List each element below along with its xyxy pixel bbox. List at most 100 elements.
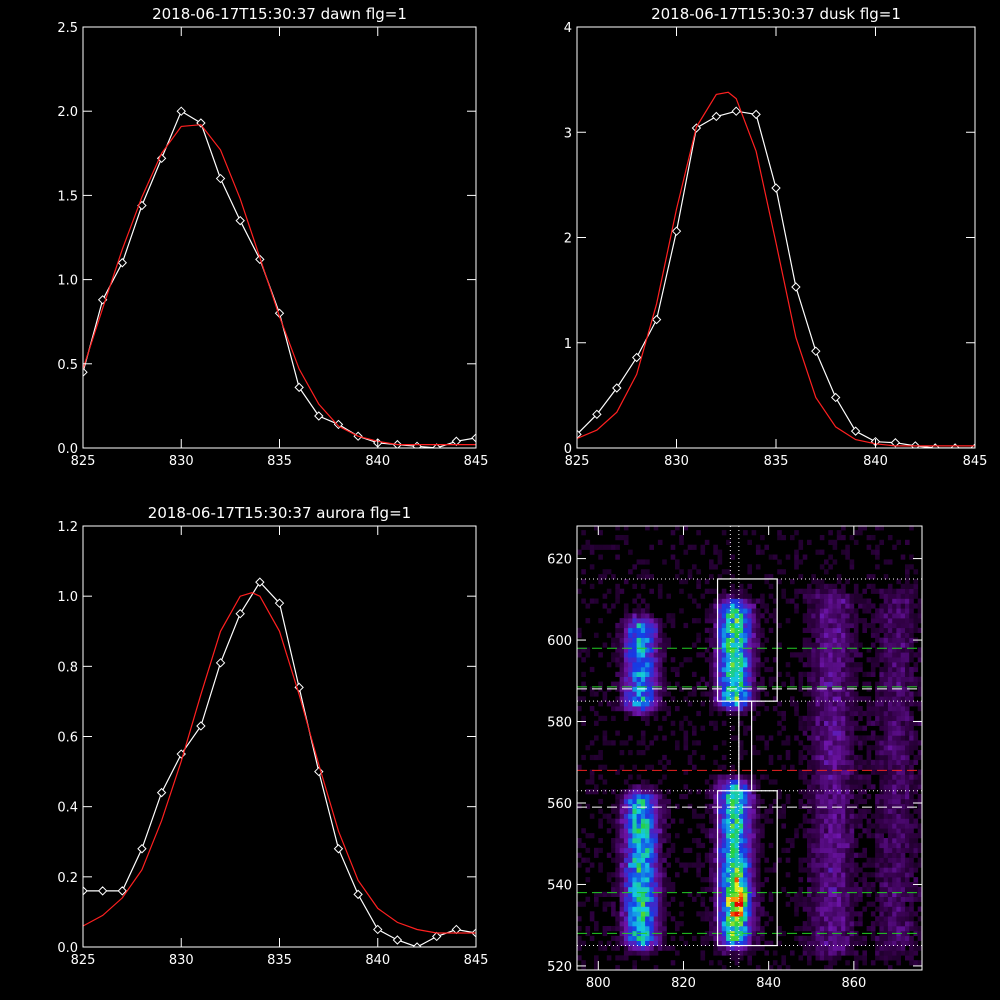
heatmap-cell <box>875 813 880 819</box>
heatmap-cell <box>879 950 884 956</box>
heatmap-cell <box>832 642 838 648</box>
heatmap-cell <box>849 852 855 858</box>
heatmap-cell <box>581 842 586 849</box>
data-point <box>412 441 422 448</box>
heatmap-cell <box>836 579 842 585</box>
heatmap-cell <box>841 764 846 770</box>
heatmap-cell <box>619 857 625 863</box>
heatmap-cell <box>632 950 637 956</box>
heatmap-cell <box>807 935 812 941</box>
heatmap-cell <box>734 637 740 643</box>
heatmap-cell <box>909 642 914 648</box>
heatmap-cell <box>913 588 919 594</box>
heatmap-cell <box>632 867 637 873</box>
heatmap-cell <box>730 921 735 927</box>
heatmap-cell <box>866 750 872 756</box>
heatmap-cell <box>645 872 650 878</box>
heatmap-cell <box>824 671 829 677</box>
heatmap-cell <box>747 583 752 589</box>
heatmap-cell <box>662 701 667 707</box>
heatmap-cell <box>900 886 906 893</box>
heatmap-cell <box>675 950 680 956</box>
heatmap-cell <box>866 745 872 751</box>
heatmap-cell <box>657 926 663 932</box>
heatmap-cell <box>883 618 889 624</box>
heatmap-cell <box>845 579 850 585</box>
heatmap-cell <box>815 842 821 849</box>
heatmap-cell <box>845 823 850 829</box>
heatmap-cell <box>811 921 816 927</box>
heatmap-cell <box>828 828 833 834</box>
heatmap-cell <box>811 813 816 819</box>
heatmap-cell <box>683 622 689 629</box>
heatmap-cell <box>862 622 867 629</box>
heatmap-cell <box>858 745 863 751</box>
heatmap-cell <box>594 754 599 761</box>
heatmap-cell <box>768 676 774 682</box>
heatmap-cell <box>738 593 744 599</box>
heatmap-cell <box>713 618 718 624</box>
heatmap-cell <box>883 911 889 917</box>
heatmap-cell <box>802 857 808 863</box>
heatmap-cell <box>640 891 646 897</box>
heatmap-cell <box>875 710 880 717</box>
heatmap-cell <box>751 833 757 839</box>
heatmap-cell <box>900 735 906 741</box>
heatmap-cell <box>709 662 714 668</box>
heatmap-cell <box>909 740 914 746</box>
heatmap-cell <box>585 539 591 545</box>
heatmap-cell <box>649 930 654 937</box>
heatmap-cell <box>692 730 697 736</box>
heatmap-cell <box>815 852 821 858</box>
heatmap-cell <box>645 842 650 849</box>
heatmap-cell <box>853 896 859 902</box>
heatmap-cell <box>900 720 906 726</box>
heatmap-cell <box>645 525 650 531</box>
heatmap-cell <box>743 657 748 663</box>
heatmap-cell <box>841 622 846 629</box>
heatmap-cell <box>807 794 812 800</box>
heatmap-cell <box>883 608 889 614</box>
heatmap-cell <box>887 559 893 565</box>
heatmap-cell <box>623 710 629 717</box>
heatmap-cell <box>836 789 842 795</box>
heatmap-cell <box>790 676 795 682</box>
heatmap-cell <box>870 632 876 638</box>
heatmap-cell <box>917 720 923 726</box>
heatmap-cell <box>768 613 774 619</box>
heatmap-cell <box>709 862 714 868</box>
y-tick-label: 0.0 <box>57 442 78 457</box>
heatmap-cell <box>598 823 603 829</box>
heatmap-cell <box>832 666 838 673</box>
y-tick-label: 4 <box>564 21 572 36</box>
heatmap-cell <box>755 784 761 790</box>
x-tick-label: 830 <box>664 454 689 469</box>
heatmap-cell <box>585 847 591 853</box>
heatmap-cell <box>636 662 642 668</box>
heatmap-cell <box>640 818 646 824</box>
heatmap-cell <box>815 789 821 795</box>
heatmap-cell <box>845 891 850 897</box>
heatmap-cell <box>883 735 889 741</box>
heatmap-cell <box>764 818 769 824</box>
heatmap-cell <box>836 706 842 712</box>
heatmap-cell <box>611 911 616 917</box>
heatmap-cell <box>717 706 723 712</box>
heatmap-cell <box>815 652 821 658</box>
data-point <box>451 924 462 935</box>
heatmap-cell <box>892 847 897 853</box>
heatmap-cell <box>721 828 727 834</box>
heatmap-cell <box>815 642 821 648</box>
heatmap-cell <box>772 798 778 805</box>
heatmap-cell <box>887 828 893 834</box>
heatmap-cell <box>862 774 867 780</box>
heatmap-cell <box>649 862 654 868</box>
heatmap-cell <box>879 945 884 951</box>
heatmap-cell <box>892 730 897 736</box>
heatmap-cell <box>892 940 897 946</box>
heatmap-cell <box>755 681 761 687</box>
heatmap-cell <box>870 764 876 770</box>
heatmap-cell <box>721 813 727 819</box>
heatmap-cell <box>828 803 833 809</box>
heatmap-cell <box>785 891 791 897</box>
